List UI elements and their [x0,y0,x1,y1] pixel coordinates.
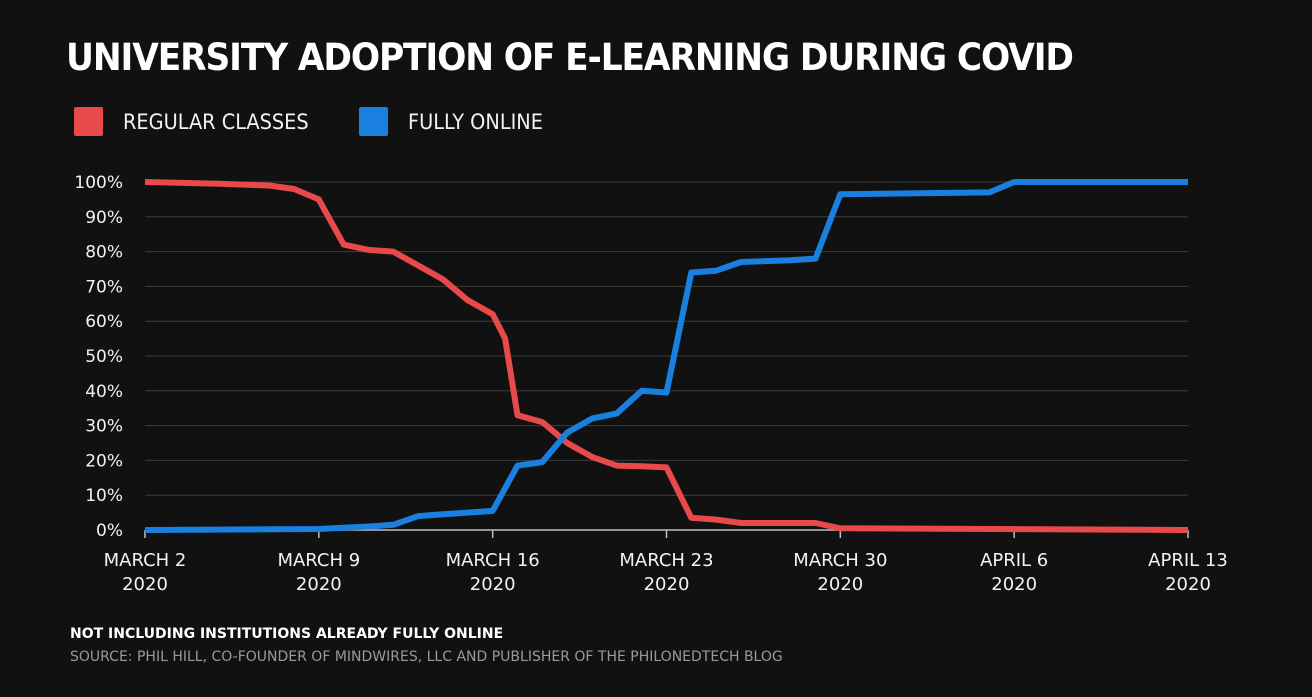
source-note: SOURCE: PHIL HILL, CO-FOUNDER OF MINDWIR… [70,649,783,665]
x-tick-label: MARCH 2 [104,550,187,571]
legend-swatch-fully-online [358,107,388,136]
legend-label-regular-classes: REGULAR CLASSES [123,109,309,134]
footnote: NOT INCLUDING INSTITUTIONS ALREADY FULLY… [70,626,504,642]
legend-item-regular-classes: REGULAR CLASSES [74,107,325,136]
y-tick-label: 20% [85,451,123,471]
y-tick-label: 0% [96,521,123,541]
y-tick-label: 60% [85,312,123,332]
series-line-fully-online [144,179,1188,533]
x-tick-label: MARCH 30 [793,550,887,571]
legend: REGULAR CLASSES FULLY ONLINE [74,107,588,136]
x-tick-label: MARCH 9 [277,550,360,571]
y-tick-label: 80% [85,243,123,263]
legend-item-fully-online: FULLY ONLINE [358,107,555,136]
x-tick-label: APRIL 13 [1148,550,1228,571]
chart-title: UNIVERSITY ADOPTION OF E-LEARNING DURING… [66,36,1074,79]
y-tick-label: 30% [85,417,123,437]
x-tick-label: MARCH 23 [619,550,713,571]
x-tick-year-label: 2020 [817,574,863,595]
line-chart: 0% 10% 20% 30% 40% 50% 60% 70% 80% 90% 100% MARCH 2… [74,173,1228,595]
y-tick-label: 10% [85,486,123,506]
y-tick-label: 40% [85,382,123,402]
legend-swatch-regular-classes [74,107,103,136]
legend-label-fully-online: FULLY ONLINE [407,109,543,134]
x-tick-year-label: 2020 [296,574,342,595]
y-tick-label: 90% [85,208,123,228]
x-tick-year-label: 2020 [644,574,690,595]
series-line-regular-classes [144,179,1189,533]
x-tick-label: APRIL 6 [980,550,1048,571]
y-tick-label: 100% [74,173,123,193]
x-tick-year-label: 2020 [991,574,1037,595]
y-tick-label: 70% [85,277,123,297]
y-tick-label: 50% [85,347,123,367]
x-tick-year-label: 2020 [122,574,168,595]
x-tick-label: MARCH 16 [446,550,540,571]
x-tick-year-label: 2020 [470,574,516,595]
x-tick-year-label: 2020 [1165,574,1211,595]
